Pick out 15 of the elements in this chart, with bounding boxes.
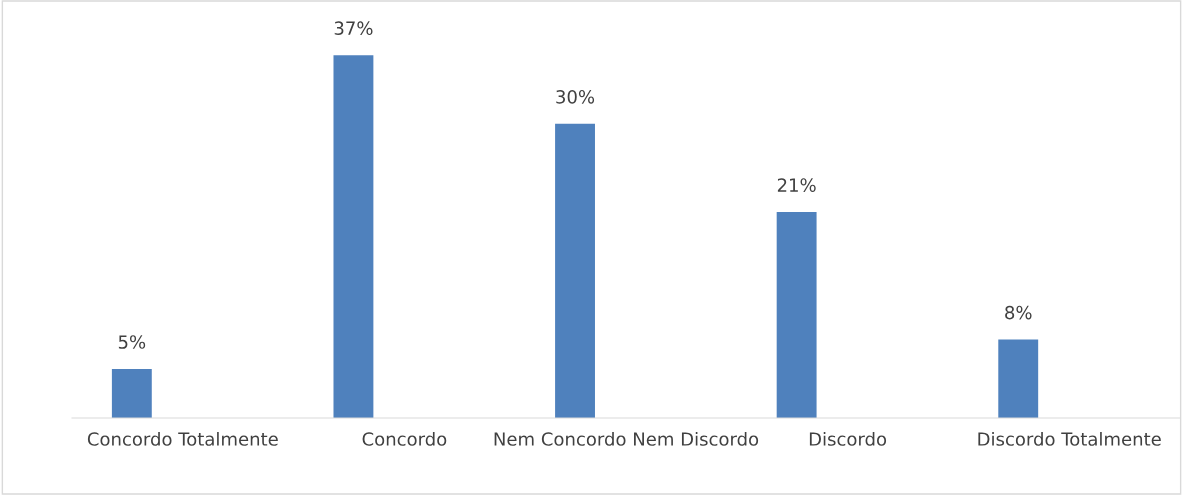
bar [776, 212, 817, 418]
x-tick-label: Discordo [809, 431, 887, 446]
data-label: 30% [556, 89, 595, 104]
bar [998, 339, 1039, 418]
data-label: 5% [118, 335, 146, 349]
bar [555, 123, 595, 418]
x-tick-label: Concordo [362, 431, 447, 446]
data-label: 21% [777, 178, 816, 192]
data-label: 37% [334, 21, 373, 35]
x-tick-label: Nem Concordo Nem Discordo [494, 431, 759, 446]
bar [111, 368, 152, 418]
x-tick-label: Concordo Totalmente [87, 431, 278, 446]
x-tick-label: Discordo Totalmente [978, 431, 1161, 446]
bar [333, 55, 374, 418]
data-label: 8% [1005, 305, 1032, 320]
